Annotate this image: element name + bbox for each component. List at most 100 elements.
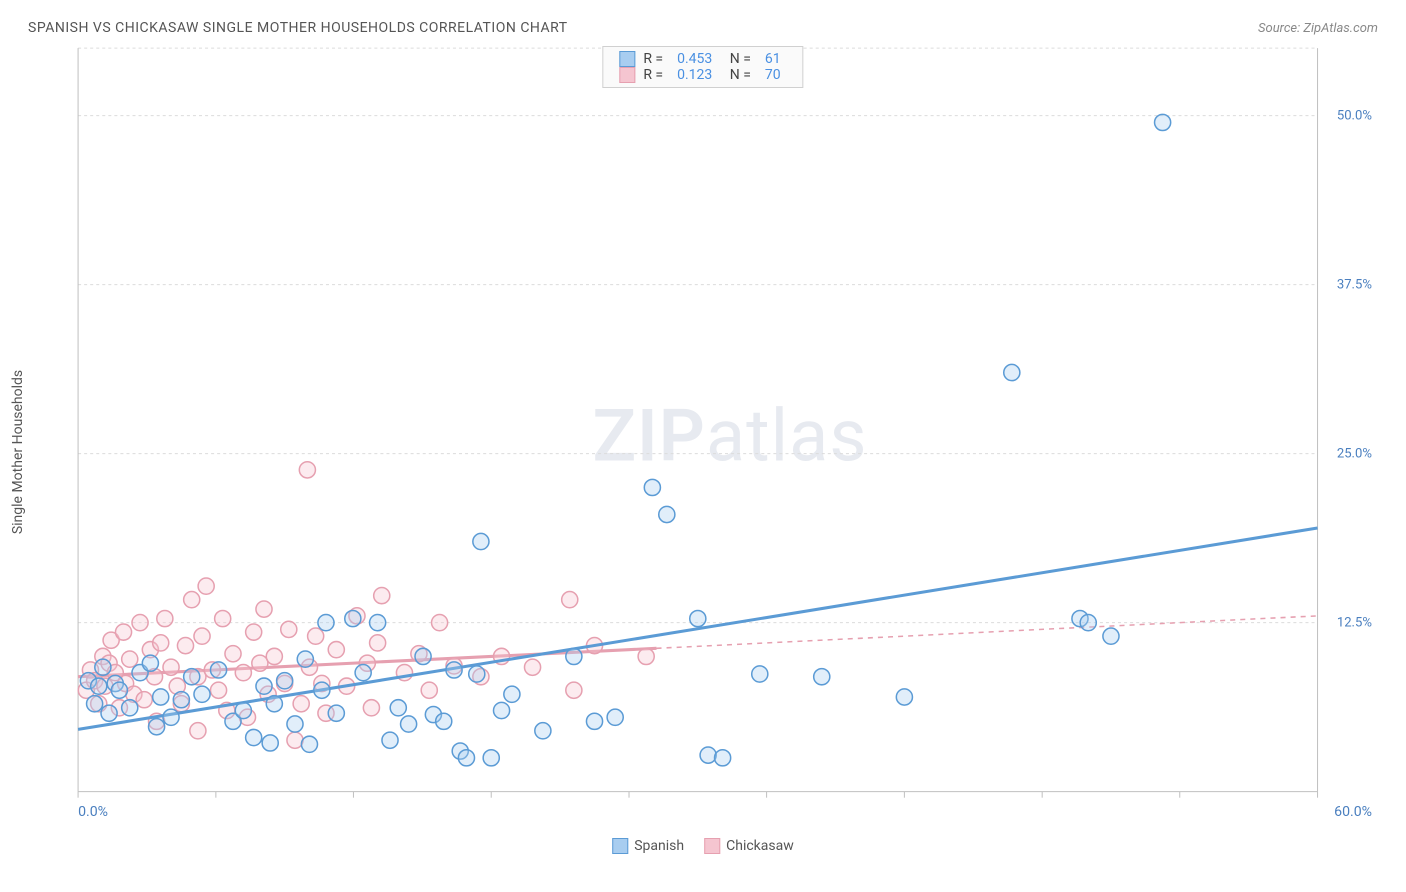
data-point <box>194 628 210 644</box>
data-point <box>111 682 127 698</box>
data-point <box>1155 114 1171 130</box>
data-point <box>122 700 138 716</box>
data-point <box>318 615 334 631</box>
data-point <box>132 615 148 631</box>
data-point <box>101 705 117 721</box>
data-point <box>225 646 241 662</box>
data-point <box>390 700 406 716</box>
data-point <box>173 692 189 708</box>
data-point <box>136 692 152 708</box>
data-point <box>700 747 716 763</box>
y-tick-label: 50.0% <box>1337 109 1372 124</box>
data-point <box>142 655 158 671</box>
data-point <box>566 648 582 664</box>
data-point <box>262 735 278 751</box>
data-point <box>401 716 417 732</box>
data-point <box>328 642 344 658</box>
data-point <box>896 689 912 705</box>
data-point <box>607 709 623 725</box>
data-point <box>328 705 344 721</box>
data-point <box>644 479 660 495</box>
data-point <box>277 673 293 689</box>
data-point <box>115 624 131 640</box>
data-point <box>281 621 297 637</box>
legend-n-value: 61 <box>765 51 781 67</box>
legend-n-label: N = <box>726 51 751 67</box>
series-legend: Spanish Chickasaw <box>612 838 794 854</box>
data-point <box>345 610 361 626</box>
legend-r-label: R = <box>643 67 663 83</box>
data-point <box>122 651 138 667</box>
data-point <box>163 709 179 725</box>
data-point <box>382 732 398 748</box>
data-point <box>198 578 214 594</box>
y-axis-label: Single Mother Households <box>10 370 26 534</box>
x-end-label: 60.0% <box>1334 804 1372 820</box>
y-tick-label: 12.5% <box>1337 616 1372 631</box>
data-point <box>299 462 315 478</box>
data-point <box>194 686 210 702</box>
data-point <box>524 659 540 675</box>
data-point <box>157 610 173 626</box>
legend-r-label: R = <box>643 51 663 67</box>
data-point <box>246 729 262 745</box>
data-point <box>690 610 706 626</box>
data-point <box>458 750 474 766</box>
data-point <box>421 682 437 698</box>
legend-r-value: 0.453 <box>677 51 712 67</box>
legend-swatch-icon <box>612 838 628 854</box>
series-legend-item: Spanish <box>612 838 684 854</box>
data-point <box>235 665 251 681</box>
data-point <box>659 506 675 522</box>
series-legend-label: Spanish <box>634 838 684 854</box>
data-point <box>266 696 282 712</box>
data-point <box>446 662 462 678</box>
data-point <box>266 648 282 664</box>
legend-n-value: 70 <box>765 67 781 83</box>
data-point <box>473 533 489 549</box>
data-point <box>415 648 431 664</box>
chart-area: Single Mother Households R =0.453 N =61R… <box>28 42 1378 862</box>
legend-swatch-icon <box>704 838 720 854</box>
data-point <box>190 723 206 739</box>
data-point <box>374 587 390 603</box>
data-point <box>287 716 303 732</box>
legend-swatch-icon <box>619 51 635 67</box>
data-point <box>149 719 165 735</box>
data-point <box>752 666 768 682</box>
data-point <box>432 615 448 631</box>
source-label: Source: ZipAtlas.com <box>1258 21 1378 36</box>
data-point <box>814 669 830 685</box>
data-point <box>184 669 200 685</box>
data-point <box>301 736 317 752</box>
data-point <box>153 689 169 705</box>
data-point <box>256 601 272 617</box>
data-point <box>163 659 179 675</box>
data-point <box>210 682 226 698</box>
legend-n-label: N = <box>726 67 751 83</box>
series-legend-item: Chickasaw <box>704 838 794 854</box>
data-point <box>493 702 509 718</box>
data-point <box>210 662 226 678</box>
data-point <box>1103 628 1119 644</box>
data-point <box>184 592 200 608</box>
data-point <box>252 655 268 671</box>
data-point <box>504 686 520 702</box>
data-point <box>535 723 551 739</box>
data-point <box>715 750 731 766</box>
data-point <box>153 635 169 651</box>
data-point <box>308 628 324 644</box>
data-point <box>562 592 578 608</box>
data-point <box>297 651 313 667</box>
stats-legend-row: R = 0.453 N = 61 <box>619 51 786 67</box>
data-point <box>370 635 386 651</box>
data-point <box>246 624 262 640</box>
legend-swatch-icon <box>619 67 635 83</box>
stats-legend-row: R =0.123 N =70 <box>619 67 786 83</box>
data-point <box>370 615 386 631</box>
data-point <box>314 682 330 698</box>
data-point <box>287 732 303 748</box>
data-point <box>355 665 371 681</box>
stats-legend: R =0.453 N =61R =0.123 N =70 <box>602 46 803 88</box>
series-legend-label: Chickasaw <box>726 838 794 854</box>
